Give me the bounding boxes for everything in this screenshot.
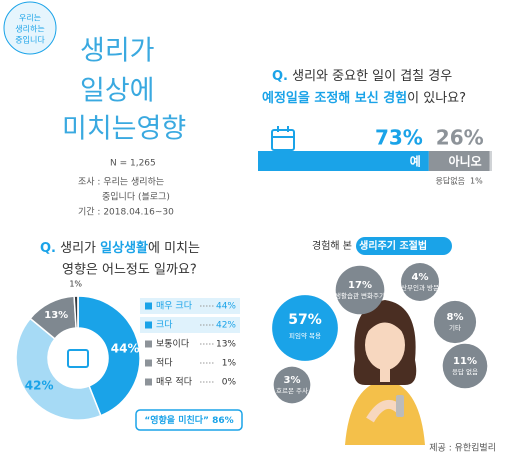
main-title: 미치는영향 bbox=[62, 114, 186, 145]
annotation: “영향을 미친다” 86% bbox=[144, 414, 233, 426]
question: 예정일을 조정해 보신 경험이 있나요? bbox=[262, 90, 466, 106]
badge-text: 우리는 bbox=[19, 14, 41, 23]
bubble-value: 8% bbox=[447, 312, 464, 323]
pie-slice bbox=[77, 295, 141, 417]
legend-marker bbox=[145, 359, 152, 367]
pie-slice bbox=[15, 317, 102, 421]
bubble-label: 산부인과 방문 bbox=[401, 283, 439, 292]
title-pill bbox=[356, 237, 452, 255]
main-title: 생리가 bbox=[80, 36, 155, 67]
value-label: 1% bbox=[470, 177, 483, 186]
badge bbox=[3, 1, 57, 55]
question-text: 이 있나요? bbox=[407, 91, 466, 106]
annotation-box bbox=[135, 409, 243, 431]
slice-label: 42% bbox=[25, 379, 54, 393]
legend-value: 13% bbox=[216, 340, 236, 350]
bubble-value: 4% bbox=[412, 272, 429, 283]
legend-marker bbox=[145, 340, 152, 348]
section-title-text: 경험해 본 bbox=[312, 239, 355, 252]
question-text: 생리가 bbox=[60, 241, 100, 256]
legend-marker bbox=[145, 302, 152, 310]
bubble-label: 기타 bbox=[449, 323, 461, 332]
category-label: 아니오 bbox=[449, 154, 482, 169]
q-mark: Q. bbox=[272, 69, 288, 84]
legend-label: 크다 bbox=[156, 320, 173, 331]
legend-value: 0% bbox=[222, 378, 237, 388]
bar-segment bbox=[428, 151, 490, 171]
bubble-label: 생활습관 변화주기 bbox=[335, 291, 385, 300]
legend-marker bbox=[145, 321, 152, 329]
section-title-highlight: 생리주기 조절법 bbox=[359, 239, 427, 252]
bubble bbox=[335, 265, 385, 315]
category-label: 응답없음 bbox=[436, 176, 465, 186]
legend-label: 매우 크다 bbox=[156, 301, 193, 312]
question-text: 에 미치는 bbox=[148, 241, 200, 256]
badge-text: 생리하는 bbox=[15, 24, 44, 34]
slice-label: 13% bbox=[44, 310, 68, 321]
legend-value: 42% bbox=[216, 321, 236, 331]
bubble-label: 호르몬 주사 bbox=[276, 386, 308, 395]
survey-line: 조사 : 우리는 생리하는 bbox=[78, 177, 164, 188]
bubble-label: 응답 없음 bbox=[452, 368, 478, 376]
bubble bbox=[272, 295, 338, 361]
question-highlight: 일상생활 bbox=[100, 240, 148, 256]
question: 영향은 어느정도 일까요? bbox=[62, 263, 197, 278]
bubble bbox=[273, 366, 311, 404]
calendar-icon bbox=[271, 126, 295, 151]
badge-text: 중입니다 bbox=[15, 35, 45, 45]
bubble-value: 11% bbox=[453, 356, 477, 367]
center-icon bbox=[67, 349, 89, 368]
legend-marker bbox=[145, 378, 152, 386]
bubble bbox=[401, 263, 439, 301]
pie-center bbox=[50, 330, 106, 386]
bubble bbox=[442, 343, 488, 389]
bubble-label: 피임약 복용 bbox=[289, 331, 321, 340]
value-label: 73% bbox=[375, 126, 423, 150]
bubble-value: 3% bbox=[284, 375, 301, 386]
survey-n: N = 1,265 bbox=[110, 159, 156, 169]
legend-label: 매우 적다 bbox=[156, 376, 193, 388]
slice-label: 44% bbox=[111, 342, 140, 356]
survey-line: 기간 : 2018.04.16~30 bbox=[78, 207, 174, 218]
slice-label: 1% bbox=[69, 280, 82, 289]
question-highlight: 예정일을 조정해 보신 경험 bbox=[262, 90, 407, 106]
legend-label: 적다 bbox=[156, 357, 173, 369]
survey-line: 중입니다 (블로그) bbox=[102, 191, 170, 203]
bar-segment bbox=[489, 151, 492, 171]
q-mark: Q. bbox=[40, 241, 56, 256]
category-label: 예 bbox=[410, 154, 421, 169]
bubble-value: 17% bbox=[348, 280, 372, 291]
legend-label: 보통이다 bbox=[156, 339, 190, 350]
credit: 제공 : 유한킴벌리 bbox=[429, 442, 496, 454]
legend-value: 1% bbox=[222, 359, 237, 369]
question: Q. 생리와 중요한 일이 겹칠 경우 bbox=[272, 69, 452, 84]
bubble-value: 57% bbox=[288, 312, 322, 328]
legend-highlight bbox=[140, 317, 240, 333]
legend-value: 44% bbox=[216, 302, 236, 312]
value-label: 26% bbox=[436, 126, 484, 150]
woman-illustration bbox=[345, 300, 425, 445]
question-text: 생리와 중요한 일이 겹칠 경우 bbox=[292, 69, 452, 84]
question: Q. 생리가 일상생활에 미치는 bbox=[40, 240, 200, 256]
main-title: 일상에 bbox=[80, 76, 155, 107]
legend-highlight bbox=[140, 298, 240, 314]
section-title: 경험해 본 생리주기 조절법 bbox=[312, 239, 427, 252]
bar-segment bbox=[258, 151, 429, 171]
bubble bbox=[433, 300, 477, 344]
